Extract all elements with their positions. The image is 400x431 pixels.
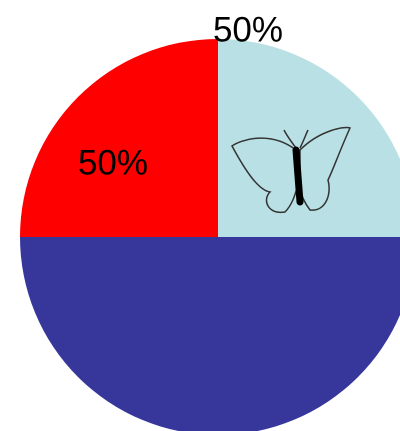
pie-slice (20, 237, 400, 431)
butterfly-picture (231, 126, 352, 214)
labels: 50% 50% (78, 10, 283, 182)
pie (20, 39, 400, 431)
pie-slice (20, 39, 218, 237)
pie-slice (218, 39, 400, 237)
data-label: 50% (213, 10, 283, 49)
data-label: 50% (78, 143, 148, 182)
